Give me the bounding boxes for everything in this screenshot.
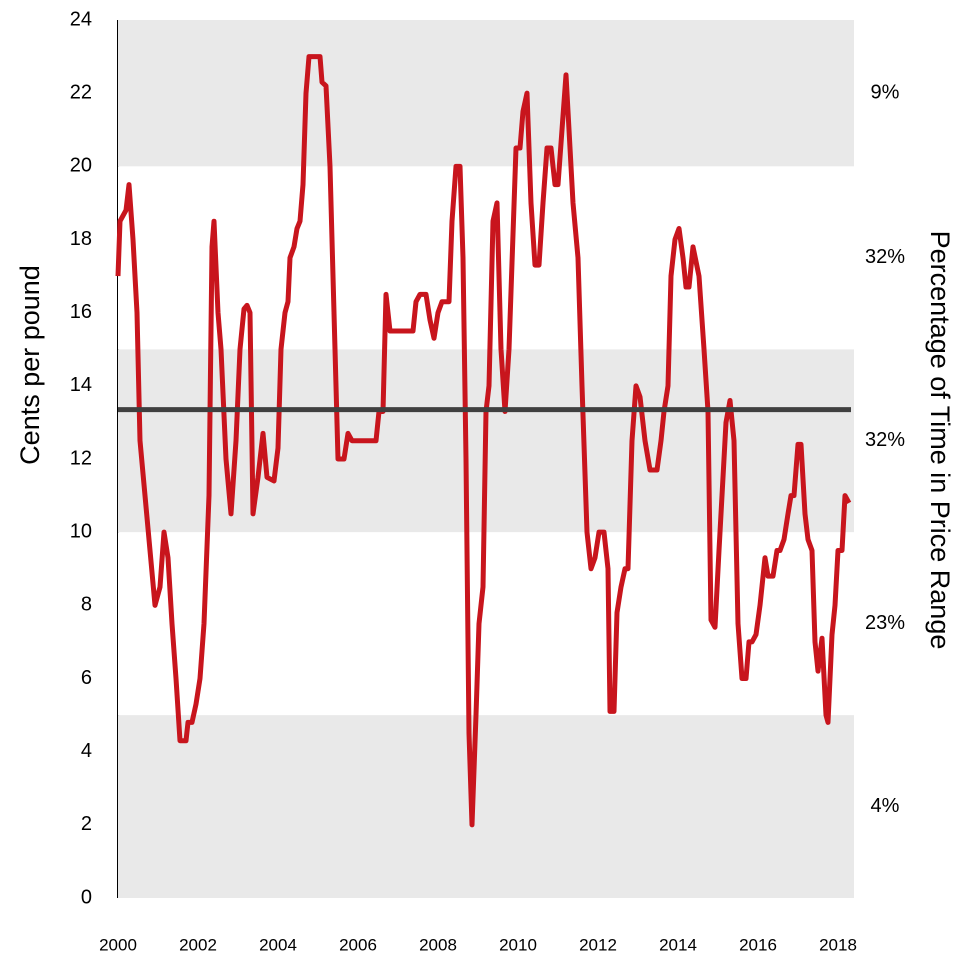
x-tick-label: 2016 bbox=[739, 935, 777, 954]
y-tick-label: 24 bbox=[70, 8, 92, 30]
range-band bbox=[118, 715, 854, 898]
range-percent-label: 32% bbox=[865, 429, 905, 451]
x-tick-label: 2012 bbox=[579, 935, 617, 954]
range-band bbox=[118, 166, 854, 350]
price-line bbox=[115, 54, 852, 828]
x-tick-label: 2004 bbox=[259, 935, 297, 954]
y-tick-label: 10 bbox=[70, 520, 92, 542]
y-tick-label: 14 bbox=[70, 374, 92, 396]
y-tick-label: 6 bbox=[81, 667, 92, 689]
x-tick-label: 2006 bbox=[339, 935, 377, 954]
range-band bbox=[118, 20, 854, 167]
range-percent-label: 4% bbox=[871, 795, 900, 817]
range-percent-label: 32% bbox=[865, 246, 905, 268]
y-tick-label: 16 bbox=[70, 301, 92, 323]
range-band bbox=[118, 532, 854, 716]
y-tick-label: 18 bbox=[70, 228, 92, 250]
y2-axis-title: Percentage of Time in Price Range bbox=[925, 231, 955, 650]
x-tick-label: 2008 bbox=[419, 935, 457, 954]
y-axis-title: Cents per pound bbox=[15, 265, 45, 465]
y-tick-label: 0 bbox=[81, 886, 92, 908]
x-tick-label: 2014 bbox=[659, 935, 697, 954]
range-percent-label: 9% bbox=[871, 81, 900, 103]
x-tick-label: 2010 bbox=[499, 935, 537, 954]
bands bbox=[117, 20, 854, 898]
plot bbox=[115, 54, 852, 828]
x-tick-label: 2002 bbox=[179, 935, 217, 954]
range-percent-label: 23% bbox=[865, 612, 905, 634]
y-tick-label: 12 bbox=[70, 447, 92, 469]
y-tick-label: 20 bbox=[70, 155, 92, 177]
y-tick-label: 8 bbox=[81, 594, 92, 616]
y-tick-label: 2 bbox=[81, 813, 92, 835]
x-tick-label: 2000 bbox=[99, 935, 137, 954]
y-tick-label: 22 bbox=[70, 81, 92, 103]
y-tick-label: 4 bbox=[81, 740, 92, 762]
x-tick-label: 2018 bbox=[819, 935, 857, 954]
